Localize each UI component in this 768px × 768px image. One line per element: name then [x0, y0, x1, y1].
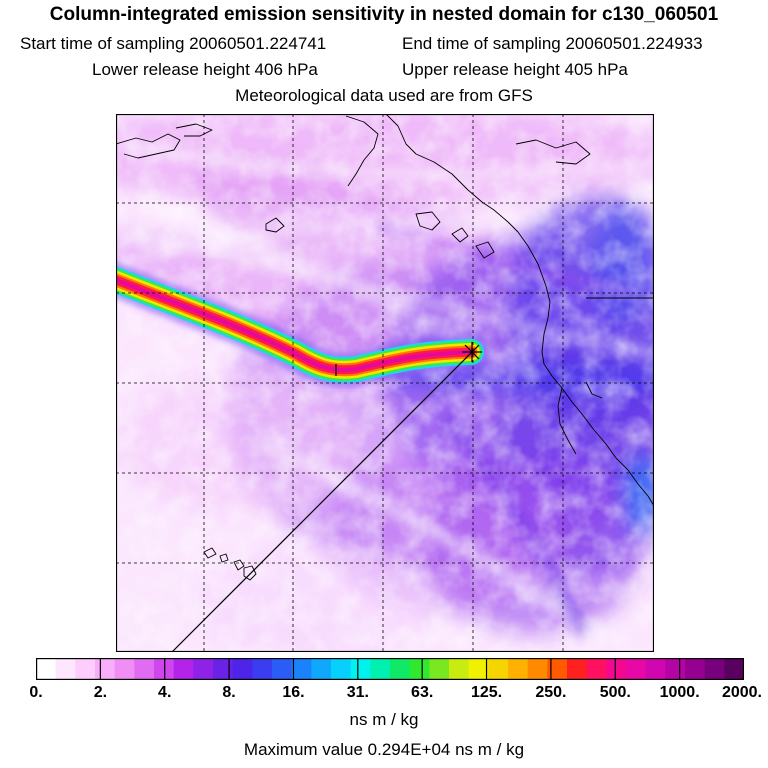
- colorbar-tick-label: 1000.: [659, 684, 700, 701]
- colorbar-swatch: [645, 658, 666, 680]
- sampling-end: End time of sampling 20060501.224933: [402, 34, 703, 53]
- colorbar-units: ns m / kg: [349, 710, 419, 729]
- colorbar-tick-label: 0.: [29, 684, 43, 701]
- sensitivity-map: [116, 114, 654, 652]
- colorbar-swatch: [252, 658, 273, 680]
- receptor-star: [462, 342, 482, 362]
- colorbar-swatch: [685, 658, 706, 680]
- colorbar-swatch: [429, 658, 450, 680]
- colorbar-swatch: [114, 658, 135, 680]
- colorbar-swatch: [75, 658, 96, 680]
- colorbar-swatch: [370, 658, 391, 680]
- colorbar-tick-label: 2.: [93, 684, 108, 701]
- flight-path-line: [171, 351, 473, 652]
- colorbar-swatch: [350, 658, 371, 680]
- colorbar-swatch: [232, 658, 253, 680]
- colorbar-swatch: [704, 658, 725, 680]
- colorbar-frame: [36, 658, 744, 680]
- colorbar-swatch: [213, 658, 234, 680]
- coastline: [116, 114, 654, 581]
- colorbar-swatch: [95, 658, 116, 680]
- colorbar-swatch: [586, 658, 607, 680]
- colorbar-swatch: [488, 658, 509, 680]
- colorbar-swatch: [547, 658, 568, 680]
- sampling-start: Start time of sampling 20060501.224741: [20, 34, 327, 53]
- colorbar-swatch: [291, 658, 312, 680]
- release-lower: Lower release height 406 hPa: [92, 60, 318, 79]
- colorbar-swatch: [468, 658, 489, 680]
- colorbar-swatch: [449, 658, 470, 680]
- colorbar-swatch: [55, 658, 76, 680]
- colorbar-swatch: [36, 658, 57, 680]
- colorbar-tick-label: 31.: [346, 684, 369, 701]
- colorbar-tick-label: 125.: [470, 684, 503, 701]
- maximum-value: Maximum value 0.294E+04 ns m / kg: [243, 740, 525, 759]
- colorbar-swatch: [173, 658, 194, 680]
- colorbar-swatch: [331, 658, 352, 680]
- colorbar: [36, 658, 744, 680]
- colorbar-swatch: [311, 658, 332, 680]
- colorbar-tick-label: 8.: [222, 684, 236, 701]
- colorbar-swatch: [409, 658, 430, 680]
- colorbar-tick-label: 63.: [411, 684, 434, 701]
- met-data-source: Meteorological data used are from GFS: [235, 86, 533, 105]
- colorbar-swatch: [134, 658, 155, 680]
- colorbar-swatch: [390, 658, 411, 680]
- map-frame: [116, 114, 654, 652]
- colorbar-swatch: [724, 658, 744, 680]
- colorbar-swatch: [606, 658, 627, 680]
- colorbar-swatch: [626, 658, 647, 680]
- colorbar-swatch: [272, 658, 293, 680]
- colorbar-swatch: [567, 658, 588, 680]
- plot-title: Column-integrated emission sensitivity i…: [49, 4, 719, 25]
- colorbar-tick-label: 250.: [535, 684, 567, 701]
- plume-trajectory: [116, 261, 488, 387]
- colorbar-swatch: [193, 658, 214, 680]
- colorbar-tick-label: 16.: [282, 684, 305, 701]
- colorbar-tick-label: 2000.: [721, 684, 762, 701]
- release-upper: Upper release height 405 hPa: [402, 60, 628, 79]
- colorbar-tick-label: 500.: [599, 684, 631, 701]
- grain-overlay: [116, 114, 654, 652]
- colorbar-swatch: [527, 658, 548, 680]
- colorbar-swatch: [665, 658, 686, 680]
- colorbar-tick-label: 4.: [158, 684, 172, 701]
- colorbar-swatch: [508, 658, 529, 680]
